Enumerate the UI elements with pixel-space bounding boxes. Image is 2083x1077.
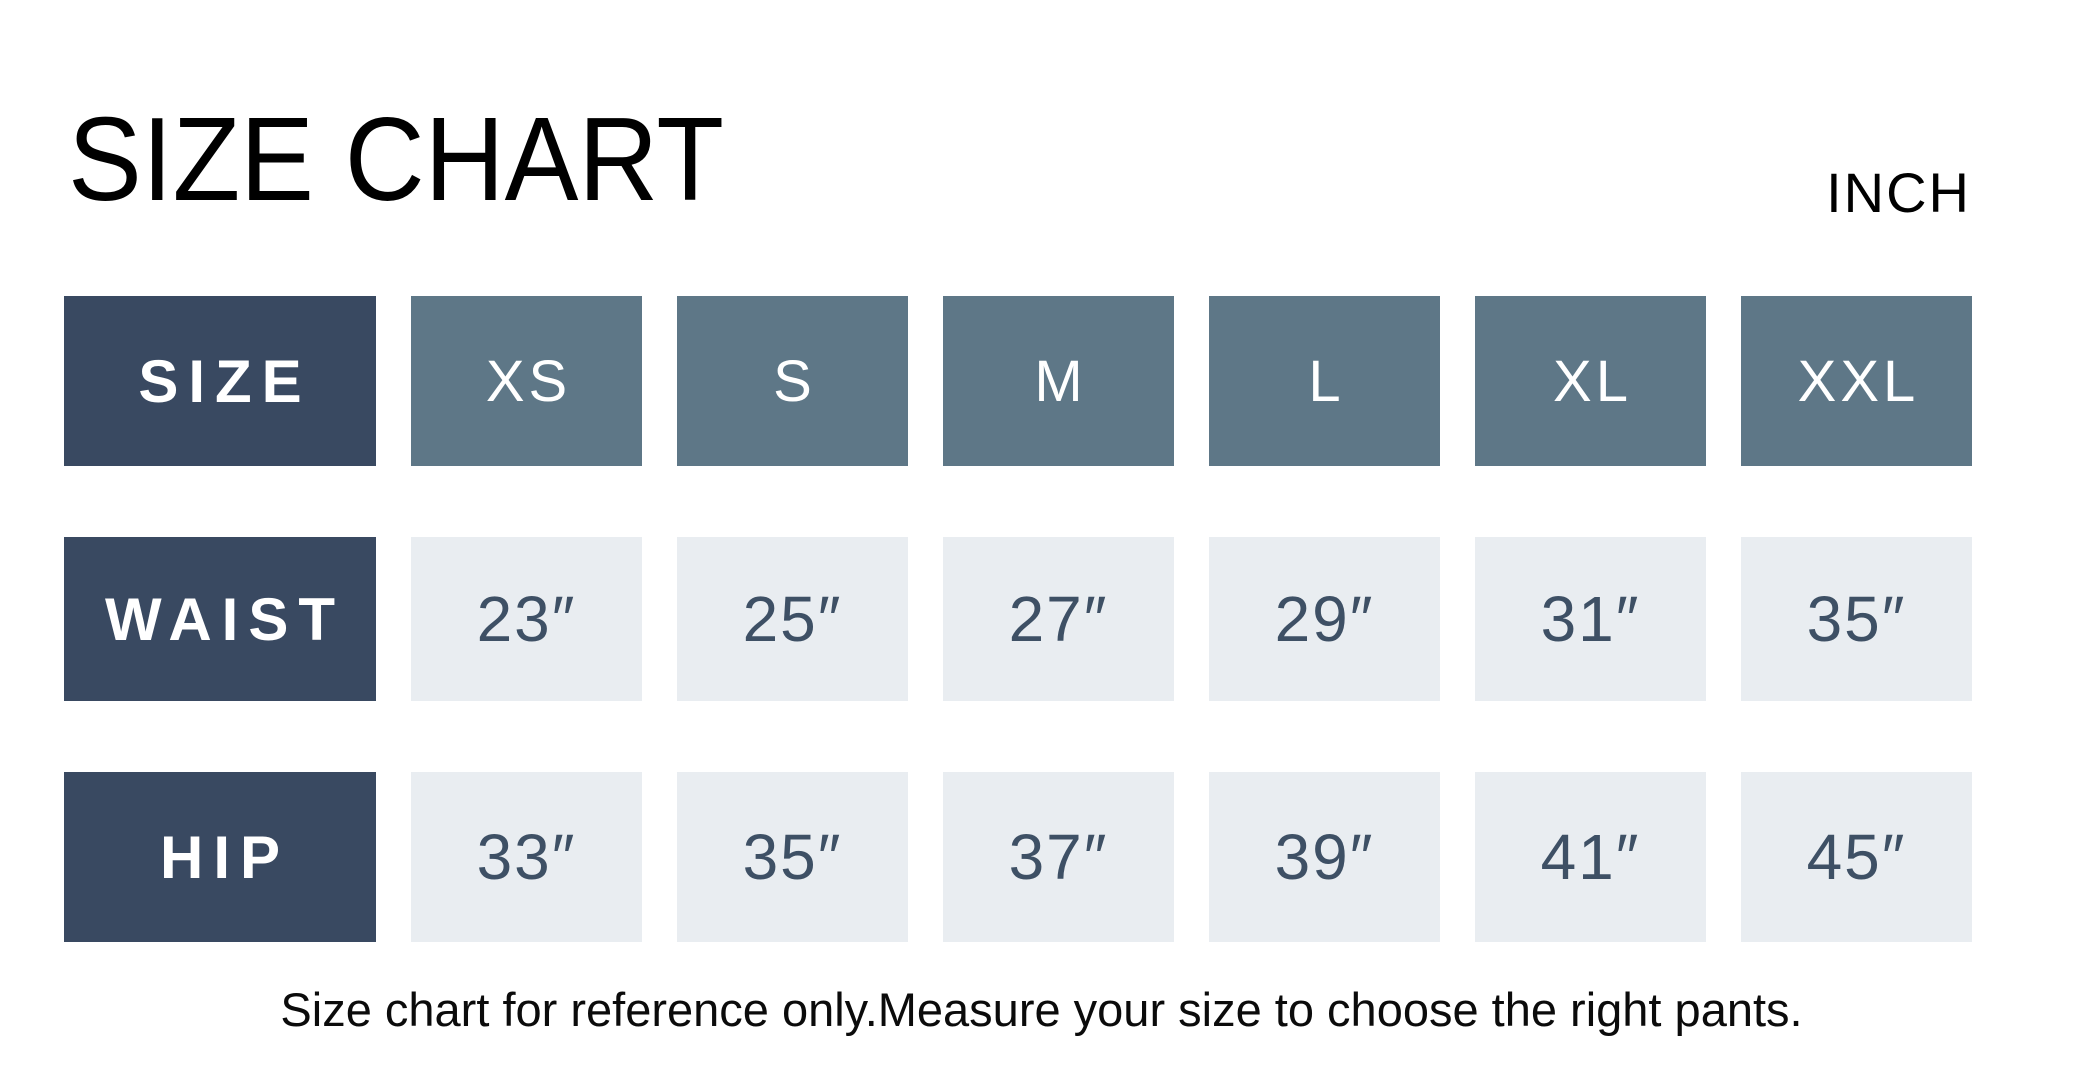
waist-value-xs: 23″ (411, 537, 642, 701)
unit-label: INCH (1826, 161, 1971, 224)
size-header-xs: XS (411, 296, 642, 466)
size-header-xl: XL (1475, 296, 1706, 466)
hip-value-xxl: 45″ (1741, 772, 1972, 942)
waist-value-m: 27″ (943, 537, 1174, 701)
row-label-waist: WAIST (64, 537, 376, 701)
corner-cell-size: SIZE (64, 296, 376, 466)
size-table: SIZE XS S M L XL XXL WAIST 23″ 25″ 27″ 2… (64, 296, 1972, 942)
waist-value-s: 25″ (677, 537, 908, 701)
page-title: SIZE CHART (68, 93, 724, 226)
footnote: Size chart for reference only.Measure yo… (280, 983, 1803, 1036)
hip-value-s: 35″ (677, 772, 908, 942)
hip-value-xs: 33″ (411, 772, 642, 942)
hip-value-m: 37″ (943, 772, 1174, 942)
size-header-l: L (1209, 296, 1440, 466)
size-header-s: S (677, 296, 908, 466)
hip-value-l: 39″ (1209, 772, 1440, 942)
size-header-xxl: XXL (1741, 296, 1972, 466)
hip-value-xl: 41″ (1475, 772, 1706, 942)
waist-value-l: 29″ (1209, 537, 1440, 701)
row-label-hip: HIP (64, 772, 376, 942)
size-header-m: M (943, 296, 1174, 466)
waist-value-xl: 31″ (1475, 537, 1706, 701)
waist-value-xxl: 35″ (1741, 537, 1972, 701)
